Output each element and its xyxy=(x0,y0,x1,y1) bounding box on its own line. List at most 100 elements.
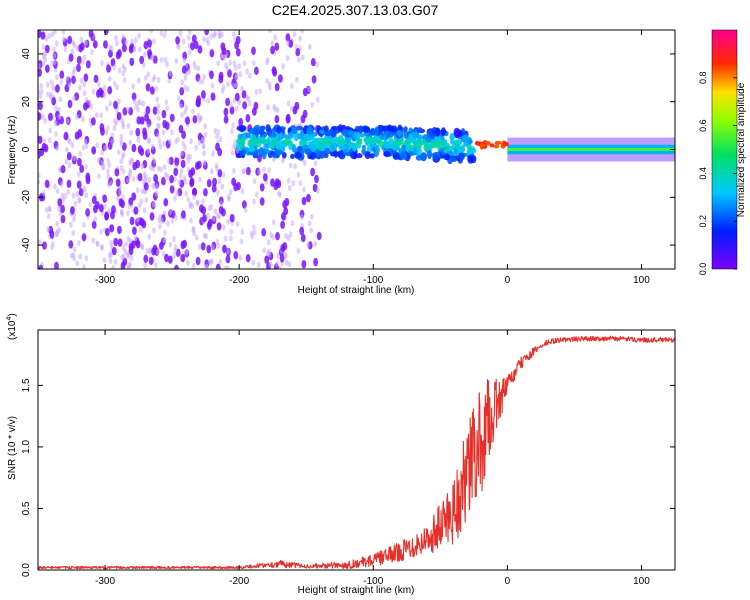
spectrogram-noise-cell xyxy=(109,180,113,187)
spectrogram-noise-cell xyxy=(77,129,83,138)
spectrogram-noise-cell xyxy=(119,208,124,215)
spectrogram-noise-cell xyxy=(44,35,49,42)
spectrogram-noise-cell xyxy=(298,35,303,42)
spectrogram-band-cell xyxy=(337,124,343,133)
spectrogram-noise-cell xyxy=(55,220,59,227)
spectrogram-noise-cell xyxy=(200,78,205,85)
spectrogram-y-axis-label: Frequency (Hz) xyxy=(7,116,18,185)
spectrogram-noise-cell xyxy=(120,261,126,269)
spectrogram-noise-cell xyxy=(38,239,42,246)
spectrogram-noise-cell xyxy=(72,155,76,161)
spectrogram-noise-cell xyxy=(287,184,292,191)
spectrogram-noise-cell xyxy=(216,222,222,231)
spectrogram-noise-cell xyxy=(132,46,137,53)
spectrogram-noise-cell xyxy=(286,100,291,107)
spectrogram-noise-cell xyxy=(38,63,41,70)
spectrogram-noise-cell xyxy=(279,254,285,263)
spectrogram-noise-cell xyxy=(152,227,156,234)
spectrogram-noise-cell xyxy=(106,157,110,164)
spectrogram-noise-cell xyxy=(99,204,104,213)
spectrogram-band-cell xyxy=(426,152,432,157)
spectrogram-band-cell xyxy=(440,127,446,137)
spectrogram-noise-cell xyxy=(315,96,320,103)
spectrogram-noise-cell xyxy=(147,177,152,184)
spectrogram-noise-cell xyxy=(78,150,82,157)
spectrogram-noise-cell xyxy=(221,171,226,178)
spectrogram-noise-cell xyxy=(233,251,239,260)
spectrogram-noise-cell xyxy=(218,258,223,265)
spectrogram-noise-cell xyxy=(72,216,76,223)
spectrogram-band-cell xyxy=(453,148,458,154)
spectrogram-noise-cell xyxy=(167,158,171,165)
spectrogram-noise-cell xyxy=(261,228,267,237)
spectrogram-noise-cell xyxy=(191,187,197,197)
spectrogram-noise-cell xyxy=(181,130,187,139)
spectrogram-noise-cell xyxy=(237,63,241,70)
spectrogram-noise-cell xyxy=(124,39,128,46)
spectrogram-band-cell xyxy=(276,126,282,134)
spectrogram-band-cell xyxy=(247,150,256,156)
spectrogram-noise-cell xyxy=(156,248,160,255)
spectrogram-noise-cell xyxy=(77,157,82,167)
spectrogram-noise-cell xyxy=(217,30,222,36)
spectrogram-noise-cell xyxy=(298,180,303,187)
spectrogram-noise-cell xyxy=(254,88,259,95)
spectrogram-noise-cell xyxy=(252,198,256,205)
spectrogram-noise-cell xyxy=(158,213,162,220)
spectrogram-noise-cell xyxy=(181,65,187,74)
spectrogram-noise-cell xyxy=(235,35,241,45)
spectrogram-noise-cell xyxy=(52,52,56,59)
spectrogram-noise-cell xyxy=(57,113,62,120)
spectrogram-noise-cell xyxy=(150,143,155,150)
spectrogram-noise-cell xyxy=(170,129,174,136)
spectrogram-noise-cell xyxy=(145,106,151,115)
spectrogram-noise-cell xyxy=(248,72,252,79)
spectrogram-band-cell xyxy=(294,151,302,159)
spectrogram-noise-cell xyxy=(51,241,55,248)
spectrogram-noise-cell xyxy=(154,85,159,92)
spectrogram-noise-cell xyxy=(191,262,196,269)
spectrogram-noise-cell xyxy=(287,261,292,268)
spectrogram-noise-cell xyxy=(143,51,147,58)
spectrogram-noise-cell xyxy=(209,70,214,80)
spectrogram-noise-cell xyxy=(181,210,186,219)
spectrogram-noise-cell xyxy=(122,77,127,83)
spectrogram-noise-cell xyxy=(126,177,130,184)
spectrogram-noise-cell xyxy=(46,91,50,98)
spectrogram-noise-cell xyxy=(266,56,270,63)
spectrogram-noise-cell xyxy=(168,70,173,77)
spectrogram-noise-cell xyxy=(52,46,56,53)
spectrogram-noise-cell xyxy=(103,145,108,152)
spectrogram-noise-cell xyxy=(269,261,273,268)
spectrogram-noise-cell xyxy=(291,180,296,187)
spectrogram-noise-cell xyxy=(202,36,206,43)
spectrogram-noise-cell xyxy=(97,157,101,163)
spectrogram-noise-cell xyxy=(70,206,75,215)
spectrogram-noise-cell xyxy=(251,259,256,266)
spectrogram-noise-cell xyxy=(133,206,139,215)
spectrogram-noise-cell xyxy=(85,172,91,181)
spectrogram-noise-cell xyxy=(71,230,75,236)
spectrogram-noise-cell xyxy=(286,177,291,184)
spectrogram-noise-cell xyxy=(256,261,261,268)
spectrogram-noise-cell xyxy=(46,81,50,88)
spectrogram-noise-cell xyxy=(38,135,43,144)
spectrogram-noise-cell xyxy=(69,221,73,228)
spectrogram-noise-cell xyxy=(283,251,287,258)
figure-title: C2E4.2025.307.13.03.G07 xyxy=(272,2,439,18)
spectrogram-noise-cell xyxy=(188,202,192,209)
spectrogram-noise-cell xyxy=(108,258,113,265)
spectrogram-band-cell xyxy=(411,132,417,138)
spectrogram-band-cell xyxy=(396,129,402,137)
spectrogram-noise-cell xyxy=(221,84,226,91)
spectrogram-noise-cell xyxy=(179,103,183,110)
spectrogram-noise-cell xyxy=(274,82,280,92)
spectrogram-noise-cell xyxy=(276,253,280,259)
spectrogram-noise-cell xyxy=(163,198,169,207)
spectrogram-noise-cell xyxy=(97,81,101,88)
spectrogram-noise-cell xyxy=(202,214,207,223)
spectrogram-noise-cell xyxy=(251,46,256,55)
spectrogram-noise-cell xyxy=(308,43,312,50)
spectrogram-noise-cell xyxy=(70,142,75,149)
colorbar-tick-label: 0.8 xyxy=(698,72,708,85)
